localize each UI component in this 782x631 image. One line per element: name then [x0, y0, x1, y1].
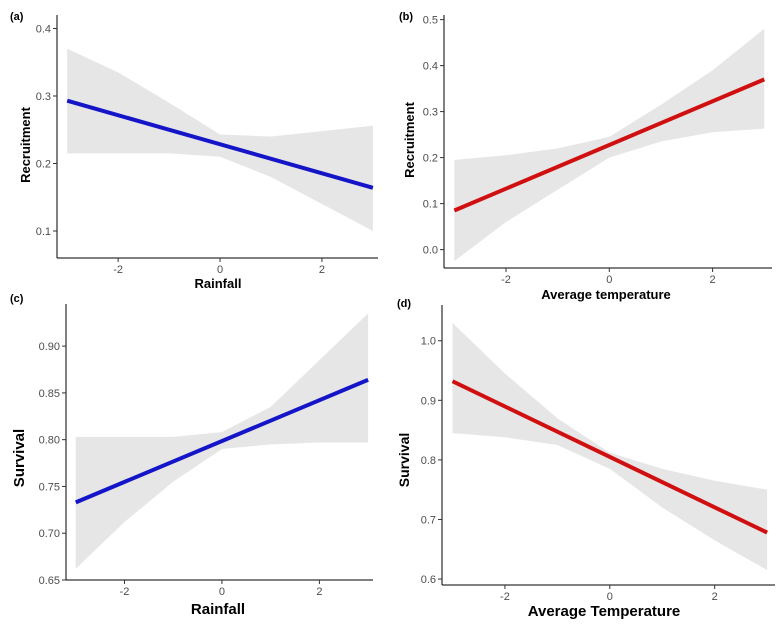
panel-d-ylabel: Survival	[396, 433, 412, 487]
panel-b-ylabel: Recruitment	[402, 101, 417, 178]
panel-c-y-tick-label: 0.70	[39, 528, 60, 540]
panel-d-y-tick-label: 0.6	[421, 574, 436, 586]
panel-b-y-tick-label: 0.2	[423, 153, 438, 165]
panel-c-fit-line	[74, 377, 369, 505]
panel-c-y-tick-label: 0.85	[39, 388, 60, 400]
panel-b-y-tick-label: 0.3	[423, 107, 438, 119]
panel-b-x-tick-label: 2	[710, 274, 716, 286]
panel-a-xlabel: Rainfall	[195, 276, 242, 291]
panel-a-y-tick-label: 0.1	[36, 226, 51, 238]
panel-d-x-tick-label: -2	[500, 591, 510, 603]
panel-d-y-tick-label: 1.0	[421, 336, 436, 348]
panel-b-y-tick-label: 0.5	[423, 15, 438, 27]
panel-a-y-tick-label: 0.2	[36, 159, 51, 171]
panel-d-x-tick-label: 2	[712, 591, 718, 603]
panel-c-xlabel: Rainfall	[191, 601, 245, 618]
panel-a-plot: -2 0 2 0.1 0.2 0.3 0.4	[36, 15, 378, 276]
panel-a-x-tick-label: 0	[217, 264, 223, 276]
panel-d-confidence-band	[452, 322, 768, 571]
panel-d-y-tick-label: 0.7	[421, 514, 436, 526]
panel-d-fit-line	[451, 379, 769, 535]
panel-d-xlabel: Average Temperature	[528, 603, 681, 620]
panel-c-label: (c)	[10, 293, 24, 305]
panel-c-y-tick-label: 0.80	[39, 435, 60, 447]
panel-b-xlabel: Average temperature	[541, 287, 671, 302]
panel-c: (c) -2 0 2 0.65 0.70 0.75 0.80 0.85 0.90 Rainfal…	[10, 293, 373, 618]
panel-b-y-tick-label: 0.0	[423, 245, 438, 257]
panel-c-x-tick-label: -2	[120, 586, 130, 598]
panel-d-y-tick-label: 0.8	[421, 455, 436, 467]
panel-d-plot: -2 0 2 0.6 0.7 0.8 0.9 1.0	[421, 305, 775, 603]
panel-b-y-tick-label: 0.1	[423, 199, 438, 211]
panel-c-y-tick-label: 0.65	[39, 575, 60, 587]
panel-d-y-tick-label: 0.9	[421, 395, 436, 407]
panel-b: (b) -2 0 2 0.0 0.1 0.2 0.3 0.4 0.5 Average tempe…	[399, 11, 772, 302]
panel-a-y-tick-label: 0.4	[36, 24, 51, 36]
panel-c-ylabel: Survival	[11, 429, 28, 487]
panel-d: (d) -2 0 2 0.6 0.7 0.8 0.9 1.0 Average Temperat…	[396, 298, 775, 620]
panel-b-x-tick-label: -2	[501, 274, 511, 286]
panel-a-label: (a)	[10, 11, 24, 23]
panel-c-plot: -2 0 2 0.65 0.70 0.75 0.80 0.85 0.90	[39, 304, 373, 598]
panel-c-y-tick-label: 0.75	[39, 481, 60, 493]
panel-a-x-tick-label: 2	[319, 264, 325, 276]
panel-a-y-tick-label: 0.3	[36, 91, 51, 103]
panel-c-y-tick-label: 0.90	[39, 341, 60, 353]
panel-b-label: (b)	[399, 11, 413, 23]
panel-a-ylabel: Recruitment	[18, 106, 33, 183]
panel-d-label: (d)	[397, 298, 411, 310]
panel-a-fit-line	[66, 98, 374, 190]
panel-b-fit-line	[453, 77, 766, 213]
panel-b-y-tick-label: 0.4	[423, 61, 438, 73]
panel-b-plot: -2 0 2 0.0 0.1 0.2 0.3 0.4 0.5	[423, 15, 772, 286]
panel-a-confidence-band	[67, 48, 373, 231]
panel-c-x-tick-label: 0	[219, 586, 225, 598]
panel-a: (a) -2 0 2 0.1 0.2 0.3 0.4 Rainfall Recruitmen…	[10, 11, 378, 291]
panel-d-x-tick-label: 0	[607, 591, 613, 603]
panel-c-x-tick-label: 2	[316, 586, 322, 598]
panel-a-x-tick-label: -2	[113, 264, 123, 276]
panel-b-x-tick-label: 0	[606, 274, 612, 286]
